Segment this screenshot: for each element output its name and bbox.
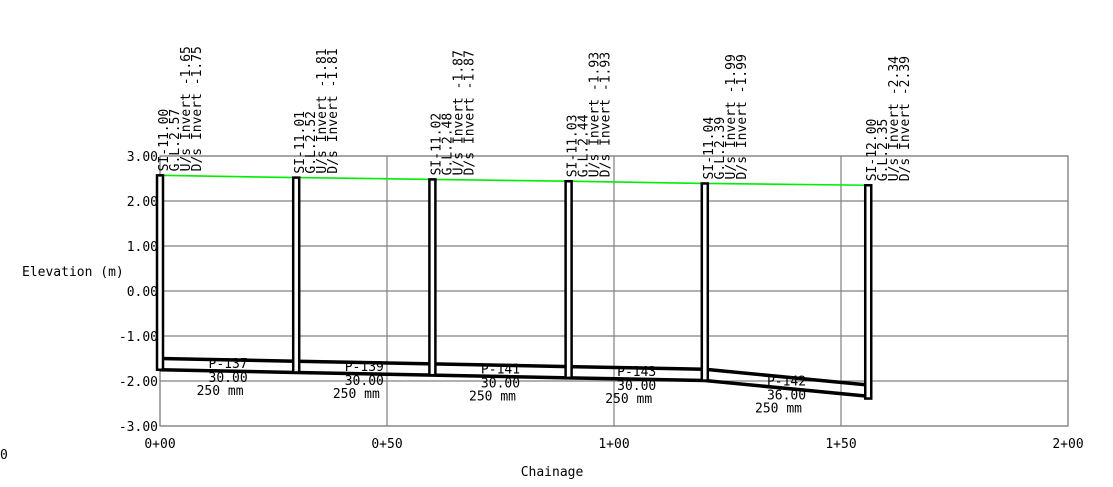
pipe-layer bbox=[159, 356, 869, 399]
manhole-label-line: G.L.2.48 bbox=[440, 113, 455, 176]
x-tick-label: 0+00 bbox=[144, 437, 175, 452]
pipe-crown-line bbox=[159, 356, 297, 363]
pipe-invert-line bbox=[704, 378, 869, 399]
manhole-layer bbox=[155, 174, 873, 400]
y-tick-label: -3.00 bbox=[119, 420, 158, 435]
manhole-label-line: D/s Invert -1.81 bbox=[326, 48, 341, 173]
manhole-label-line: G.L.2.57 bbox=[168, 109, 183, 172]
manhole-label-line: G.L.2.39 bbox=[713, 117, 728, 180]
x-tick-label: 0+50 bbox=[371, 437, 402, 452]
y-tick-label: -1.00 bbox=[119, 330, 158, 345]
pipe-size-label: 250 mm bbox=[605, 392, 652, 407]
pipe-id-label: P-137 bbox=[209, 357, 248, 372]
manhole-label-line: D/s Invert -1.87 bbox=[462, 50, 477, 175]
manhole-label-line: SI-11.00 bbox=[157, 109, 172, 172]
manhole-label-group: SI-11.00G.L.2.57U/s Invert -1.65D/s Inve… bbox=[157, 46, 205, 171]
axis-layer: Chainage Elevation (m) 0 3.00 2.00 1.00 0.0… bbox=[0, 150, 1084, 480]
pipe-length-label: 30.00 bbox=[345, 374, 384, 389]
x-tick-label: 1+50 bbox=[825, 437, 856, 452]
left-edge-label: 0 bbox=[0, 448, 8, 463]
manhole-label-line: U/s Invert -1.65 bbox=[179, 46, 194, 171]
manhole-label-line: D/s Invert -1.93 bbox=[599, 52, 614, 177]
pipe-id-label: P-141 bbox=[481, 363, 520, 378]
x-axis-label: Chainage bbox=[521, 465, 584, 480]
pipe-crown-line bbox=[432, 362, 569, 369]
manhole bbox=[428, 178, 437, 377]
y-tick-label: 0.00 bbox=[127, 285, 158, 300]
manhole-label-line: U/s Invert -1.93 bbox=[588, 52, 603, 177]
manhole-label-line: SI-11.01 bbox=[293, 111, 308, 174]
pipe-length-label: 30.00 bbox=[481, 377, 520, 392]
manhole bbox=[564, 179, 573, 380]
ground-level-line bbox=[159, 174, 869, 187]
manhole-label-group: SI-11.03G.L.2.44U/s Invert -1.93D/s Inve… bbox=[566, 52, 614, 177]
manhole-label-line: U/s Invert -1.87 bbox=[451, 50, 466, 175]
x-tick-label: 1+00 bbox=[598, 437, 629, 452]
pipe-length-label: 30.00 bbox=[617, 379, 656, 394]
manhole bbox=[291, 176, 301, 374]
y-tick-label: 3.00 bbox=[127, 150, 158, 165]
pipe-invert-line bbox=[568, 376, 705, 383]
y-axis-label: Elevation (m) bbox=[22, 265, 124, 280]
ground-line-layer bbox=[159, 174, 869, 187]
manhole-label-line: G.L.2.44 bbox=[577, 114, 592, 177]
manhole-label-line: SI-11.02 bbox=[429, 113, 444, 176]
manhole-label-line: U/s Invert -1.81 bbox=[315, 48, 330, 173]
manhole-label-line: D/s Invert -1.99 bbox=[735, 54, 750, 179]
manhole-label-line: D/s Invert -1.75 bbox=[190, 46, 205, 171]
x-tick-label: 2+00 bbox=[1052, 437, 1083, 452]
pipe-size-label: 250 mm bbox=[755, 401, 802, 416]
manhole-label-group: SI-11.01G.L.2.52U/s Invert -1.81D/s Inve… bbox=[293, 48, 341, 173]
manhole-label-line: SI-11.03 bbox=[566, 115, 581, 178]
pipe-length-label: 36.00 bbox=[767, 388, 806, 403]
y-tick-label: 1.00 bbox=[127, 240, 158, 255]
pipe-invert-line bbox=[296, 370, 433, 377]
pipe-size-label: 250 mm bbox=[333, 387, 380, 402]
manhole-label-line: D/s Invert -2.39 bbox=[898, 56, 913, 181]
pipe-crown-line bbox=[568, 364, 705, 372]
pipe-crown-line bbox=[704, 367, 869, 387]
pipe-crown-line bbox=[296, 359, 433, 366]
pipe-length-label: 30.00 bbox=[209, 371, 248, 386]
pipe-id-label: P-139 bbox=[345, 360, 384, 375]
pipe-size-label: 250 mm bbox=[469, 390, 516, 405]
manhole-label-line: SI-11.04 bbox=[702, 117, 717, 180]
grid bbox=[159, 155, 1069, 427]
pipe-id-label: P-143 bbox=[617, 365, 656, 380]
manhole bbox=[700, 182, 710, 382]
manhole-label-group: SI-11.02G.L.2.48U/s Invert -1.87D/s Inve… bbox=[429, 50, 477, 175]
y-tick-label: -2.00 bbox=[119, 375, 158, 390]
manhole-label-line: U/s Invert -2.34 bbox=[887, 56, 902, 181]
pipe-invert-line bbox=[159, 368, 297, 375]
manhole-label-line: U/s Invert -1.99 bbox=[724, 54, 739, 179]
pipe-size-label: 250 mm bbox=[197, 384, 244, 399]
manhole-label-group: SI-11.04G.L.2.39U/s Invert -1.99D/s Inve… bbox=[702, 54, 750, 179]
manhole-label-group: SI-12.00G.L.2.35U/s Invert -2.34D/s Inve… bbox=[865, 56, 913, 181]
manhole-label-line: G.L.2.52 bbox=[304, 111, 319, 174]
manhole bbox=[863, 184, 873, 400]
manhole-label-line: G.L.2.35 bbox=[876, 119, 891, 182]
pipe-invert-line bbox=[432, 373, 569, 380]
manhole-label-line: SI-12.00 bbox=[865, 119, 880, 182]
manhole bbox=[155, 174, 165, 371]
y-tick-label: 2.00 bbox=[127, 195, 158, 210]
pipe-id-label: P-142 bbox=[767, 374, 806, 389]
